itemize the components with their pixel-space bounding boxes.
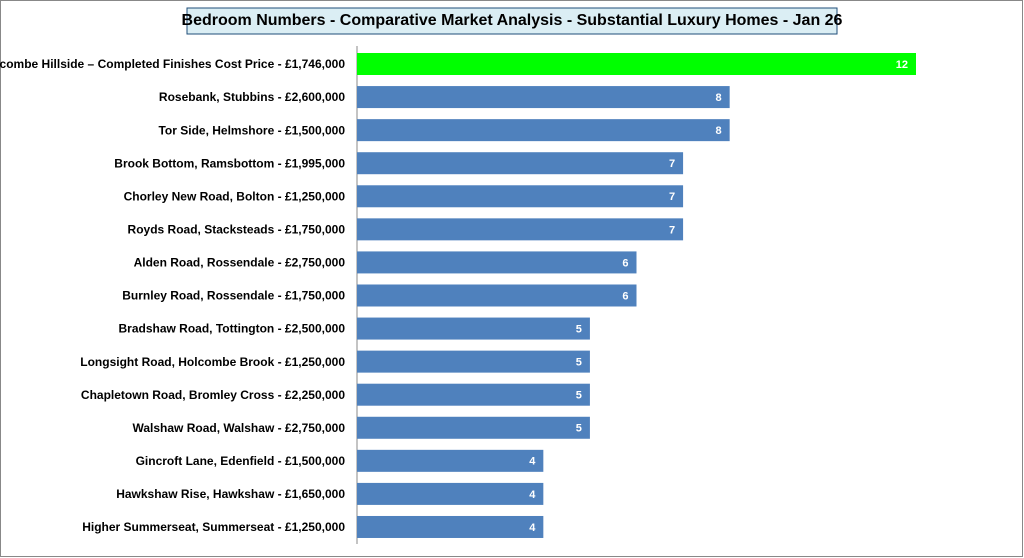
chart-title: Bedroom Numbers - Comparative Market Ana… — [182, 12, 843, 29]
bar — [357, 86, 730, 109]
category-label: Chapletown Road, Bromley Cross - £2,250,… — [81, 388, 345, 402]
data-label: 7 — [669, 191, 675, 203]
bar — [357, 449, 544, 472]
bar — [357, 119, 730, 142]
bar — [357, 53, 916, 75]
category-label: Burnley Road, Rossendale - £1,750,000 — [122, 289, 345, 303]
data-label: 7 — [669, 158, 675, 170]
category-label: Higher Summerseat, Summerseat - £1,250,0… — [82, 520, 345, 534]
bar — [357, 482, 544, 505]
data-label: 6 — [622, 290, 628, 302]
bar — [357, 317, 590, 340]
data-label: 8 — [716, 125, 722, 137]
category-label: Bradshaw Road, Tottington - £2,500,000 — [119, 322, 346, 336]
data-label: 5 — [576, 323, 582, 335]
category-label: Alden Road, Rossendale - £2,750,000 — [134, 256, 346, 270]
data-label: 4 — [529, 456, 536, 468]
category-label: Longsight Road, Holcombe Brook - £1,250,… — [80, 355, 345, 369]
category-label: Hawkshaw Rise, Hawkshaw - £1,650,000 — [116, 487, 345, 501]
category-label: Tor Side, Helmshore - £1,500,000 — [158, 123, 345, 137]
bar — [357, 218, 684, 241]
data-label: 6 — [622, 257, 628, 269]
data-label: 12 — [896, 59, 908, 71]
data-label: 5 — [576, 390, 582, 402]
bar — [357, 515, 544, 538]
data-label: 5 — [576, 423, 582, 435]
bar — [357, 185, 684, 208]
title-box — [186, 7, 838, 35]
data-label: 5 — [576, 357, 582, 369]
category-label: Brook Bottom, Ramsbottom - £1,995,000 — [114, 156, 345, 170]
data-label: 4 — [529, 522, 536, 534]
category-label: Holcombe Hillside – Completed Finishes C… — [0, 57, 345, 71]
data-label: 7 — [669, 224, 675, 236]
bar — [357, 350, 590, 373]
data-label: 8 — [716, 92, 722, 104]
bar — [357, 152, 684, 175]
bar — [357, 383, 590, 406]
category-label: Gincroft Lane, Edenfield - £1,500,000 — [136, 454, 346, 468]
bar — [357, 416, 590, 439]
category-label: Chorley New Road, Bolton - £1,250,000 — [124, 189, 346, 203]
category-label: Rosebank, Stubbins - £2,600,000 — [159, 90, 345, 104]
category-label: Royds Road, Stacksteads - £1,750,000 — [128, 223, 346, 237]
bar — [357, 284, 637, 307]
category-label: Walshaw Road, Walshaw - £2,750,000 — [132, 421, 345, 435]
data-label: 4 — [529, 489, 536, 501]
bar — [357, 251, 637, 274]
